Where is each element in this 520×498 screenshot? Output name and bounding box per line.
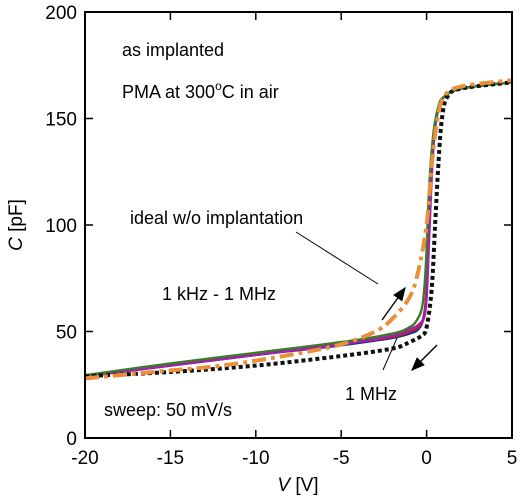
annotation-pma: PMA at 300oC in air <box>122 79 279 102</box>
series-line-1 <box>85 81 512 378</box>
x-tick-label: 0 <box>421 448 432 469</box>
annotation-ideal: ideal w/o implantation <box>130 208 303 228</box>
annotation-pma-superscript: o <box>215 79 222 93</box>
series-line-3 <box>85 81 512 378</box>
series-layer <box>85 78 512 381</box>
annotation-1mhz: 1 MHz <box>345 384 397 404</box>
series-line-0 <box>85 78 512 381</box>
y-tick-label: 200 <box>45 3 77 24</box>
x-tick-label: -5 <box>333 448 350 469</box>
annotation-pma-text: PMA at 300 <box>122 82 215 102</box>
series-line-4 <box>85 81 512 377</box>
annotation-sweep: sweep: 50 mV/s <box>104 400 232 420</box>
y-axis-variable: C <box>6 237 27 251</box>
series-line-2 <box>85 81 512 378</box>
x-tick-label: -20 <box>71 448 98 469</box>
annotation-as-implanted: as implanted <box>122 40 224 60</box>
y-axis-unit: [pF] <box>6 199 27 237</box>
series-line-5 <box>85 80 512 379</box>
sweep-down-arrow <box>411 344 438 371</box>
x-axis-variable: V <box>277 475 292 496</box>
x-tick-label: -15 <box>157 448 184 469</box>
x-tick-label: 5 <box>507 448 518 469</box>
y-tick-label: 150 <box>45 110 77 131</box>
x-axis-label: V [V] <box>277 475 318 496</box>
x-axis-unit: [V] <box>290 475 319 496</box>
y-tick-label: 0 <box>66 429 77 450</box>
leader-line-ideal <box>295 231 379 285</box>
annotation-pma-suffix: C in air <box>222 82 279 102</box>
leader-line-1mhz <box>382 337 398 371</box>
sweep-up-arrow <box>381 286 406 321</box>
y-tick-label: 100 <box>45 216 77 237</box>
y-tick-label: 50 <box>56 323 77 344</box>
annotation-freq-range: 1 kHz - 1 MHz <box>162 284 276 304</box>
x-tick-label: -10 <box>242 448 269 469</box>
y-axis-label: C [pF] <box>6 199 27 251</box>
